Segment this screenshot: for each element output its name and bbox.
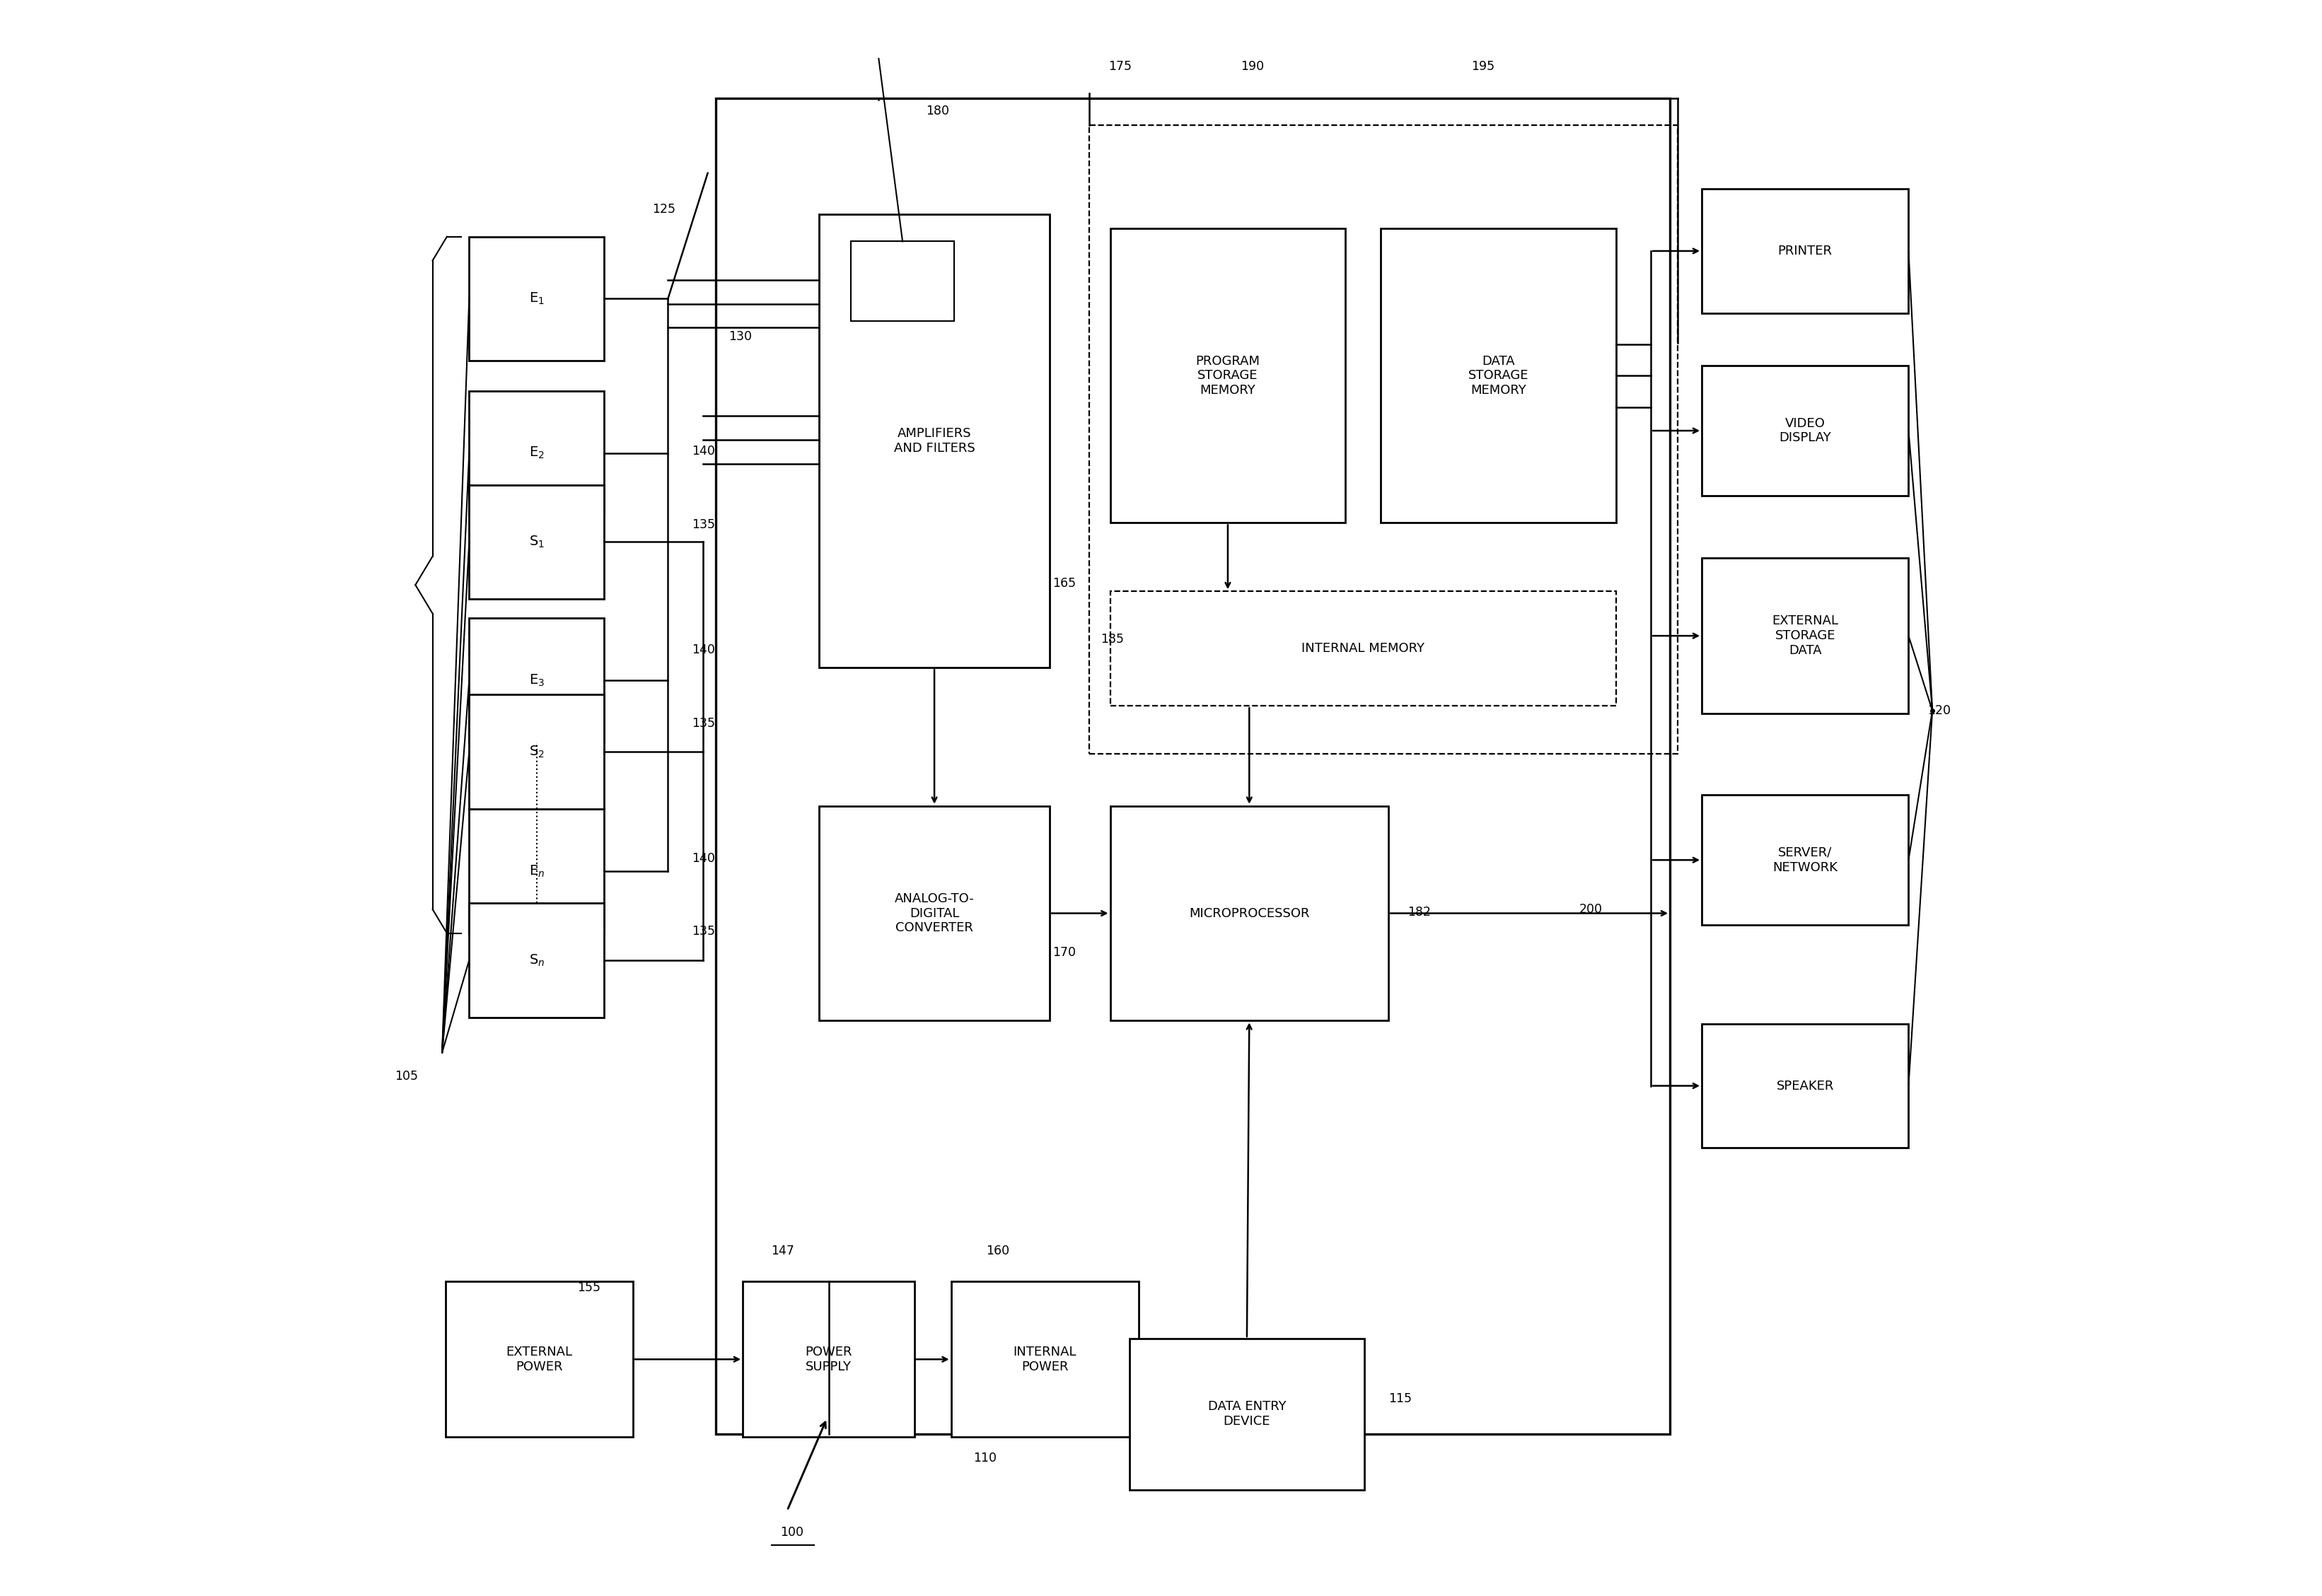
Text: VIDEO
DISPLAY: VIDEO DISPLAY <box>1779 417 1832 444</box>
FancyBboxPatch shape <box>469 903 604 1017</box>
Text: 140: 140 <box>692 643 715 656</box>
FancyBboxPatch shape <box>1128 1339 1365 1489</box>
FancyBboxPatch shape <box>469 618 604 742</box>
FancyBboxPatch shape <box>469 809 604 934</box>
Text: 182: 182 <box>1407 907 1430 919</box>
FancyBboxPatch shape <box>850 241 954 321</box>
Text: 147: 147 <box>771 1245 794 1258</box>
FancyBboxPatch shape <box>1702 795 1909 926</box>
FancyBboxPatch shape <box>1110 228 1344 523</box>
Text: 140: 140 <box>692 852 715 865</box>
Text: DATA ENTRY
DEVICE: DATA ENTRY DEVICE <box>1207 1400 1286 1428</box>
Text: SERVER/
NETWORK: SERVER/ NETWORK <box>1772 846 1837 873</box>
Text: E$_2$: E$_2$ <box>529 445 543 461</box>
Text: 195: 195 <box>1472 61 1495 73</box>
Text: EXTERNAL
POWER: EXTERNAL POWER <box>506 1345 574 1373</box>
FancyBboxPatch shape <box>469 485 604 598</box>
Text: 180: 180 <box>926 105 950 118</box>
Text: AMPLIFIERS
AND FILTERS: AMPLIFIERS AND FILTERS <box>894 428 975 455</box>
FancyBboxPatch shape <box>743 1282 915 1438</box>
FancyBboxPatch shape <box>469 391 604 516</box>
FancyBboxPatch shape <box>1110 806 1389 1020</box>
Text: 120: 120 <box>1927 704 1950 717</box>
Text: E$_1$: E$_1$ <box>529 290 543 306</box>
FancyBboxPatch shape <box>820 806 1050 1020</box>
Text: 135: 135 <box>692 717 715 729</box>
Text: EXTERNAL
STORAGE
DATA: EXTERNAL STORAGE DATA <box>1772 614 1839 658</box>
Text: 125: 125 <box>652 203 676 215</box>
Text: ANALOG-TO-
DIGITAL
CONVERTER: ANALOG-TO- DIGITAL CONVERTER <box>894 892 975 934</box>
Text: 165: 165 <box>1052 578 1077 589</box>
Text: 130: 130 <box>729 330 752 343</box>
FancyBboxPatch shape <box>1702 188 1909 313</box>
Text: 135: 135 <box>692 519 715 531</box>
Text: 110: 110 <box>973 1451 996 1464</box>
Text: INTERNAL
POWER: INTERNAL POWER <box>1012 1345 1077 1373</box>
FancyBboxPatch shape <box>820 214 1050 667</box>
Text: S$_1$: S$_1$ <box>529 535 546 549</box>
Text: 105: 105 <box>395 1069 418 1082</box>
Text: PROGRAM
STORAGE
MEMORY: PROGRAM STORAGE MEMORY <box>1196 354 1261 397</box>
Text: PRINTER: PRINTER <box>1779 244 1832 257</box>
Text: SPEAKER: SPEAKER <box>1776 1079 1834 1092</box>
Text: E$_n$: E$_n$ <box>529 863 546 879</box>
Text: 170: 170 <box>1052 946 1075 959</box>
Text: 190: 190 <box>1240 61 1263 73</box>
Text: MICROPROCESSOR: MICROPROCESSOR <box>1189 907 1310 919</box>
Text: E$_3$: E$_3$ <box>529 674 546 688</box>
FancyBboxPatch shape <box>1702 1023 1909 1148</box>
FancyBboxPatch shape <box>469 694 604 809</box>
Text: 115: 115 <box>1389 1393 1412 1406</box>
Text: S$_2$: S$_2$ <box>529 744 543 760</box>
Text: 185: 185 <box>1101 632 1124 645</box>
Text: INTERNAL MEMORY: INTERNAL MEMORY <box>1300 642 1423 654</box>
Text: S$_n$: S$_n$ <box>529 953 546 967</box>
Text: 175: 175 <box>1108 61 1131 73</box>
Text: 200: 200 <box>1579 903 1602 916</box>
FancyBboxPatch shape <box>469 236 604 361</box>
Text: POWER
SUPPLY: POWER SUPPLY <box>806 1345 852 1373</box>
FancyBboxPatch shape <box>952 1282 1138 1438</box>
Text: DATA
STORAGE
MEMORY: DATA STORAGE MEMORY <box>1468 354 1528 397</box>
FancyBboxPatch shape <box>1382 228 1616 523</box>
Text: 135: 135 <box>692 926 715 938</box>
FancyBboxPatch shape <box>1702 365 1909 496</box>
Text: 155: 155 <box>578 1282 601 1294</box>
Text: 100: 100 <box>780 1526 803 1539</box>
Text: 140: 140 <box>692 445 715 458</box>
Text: 160: 160 <box>987 1245 1010 1258</box>
FancyBboxPatch shape <box>446 1282 634 1438</box>
FancyBboxPatch shape <box>1702 559 1909 713</box>
